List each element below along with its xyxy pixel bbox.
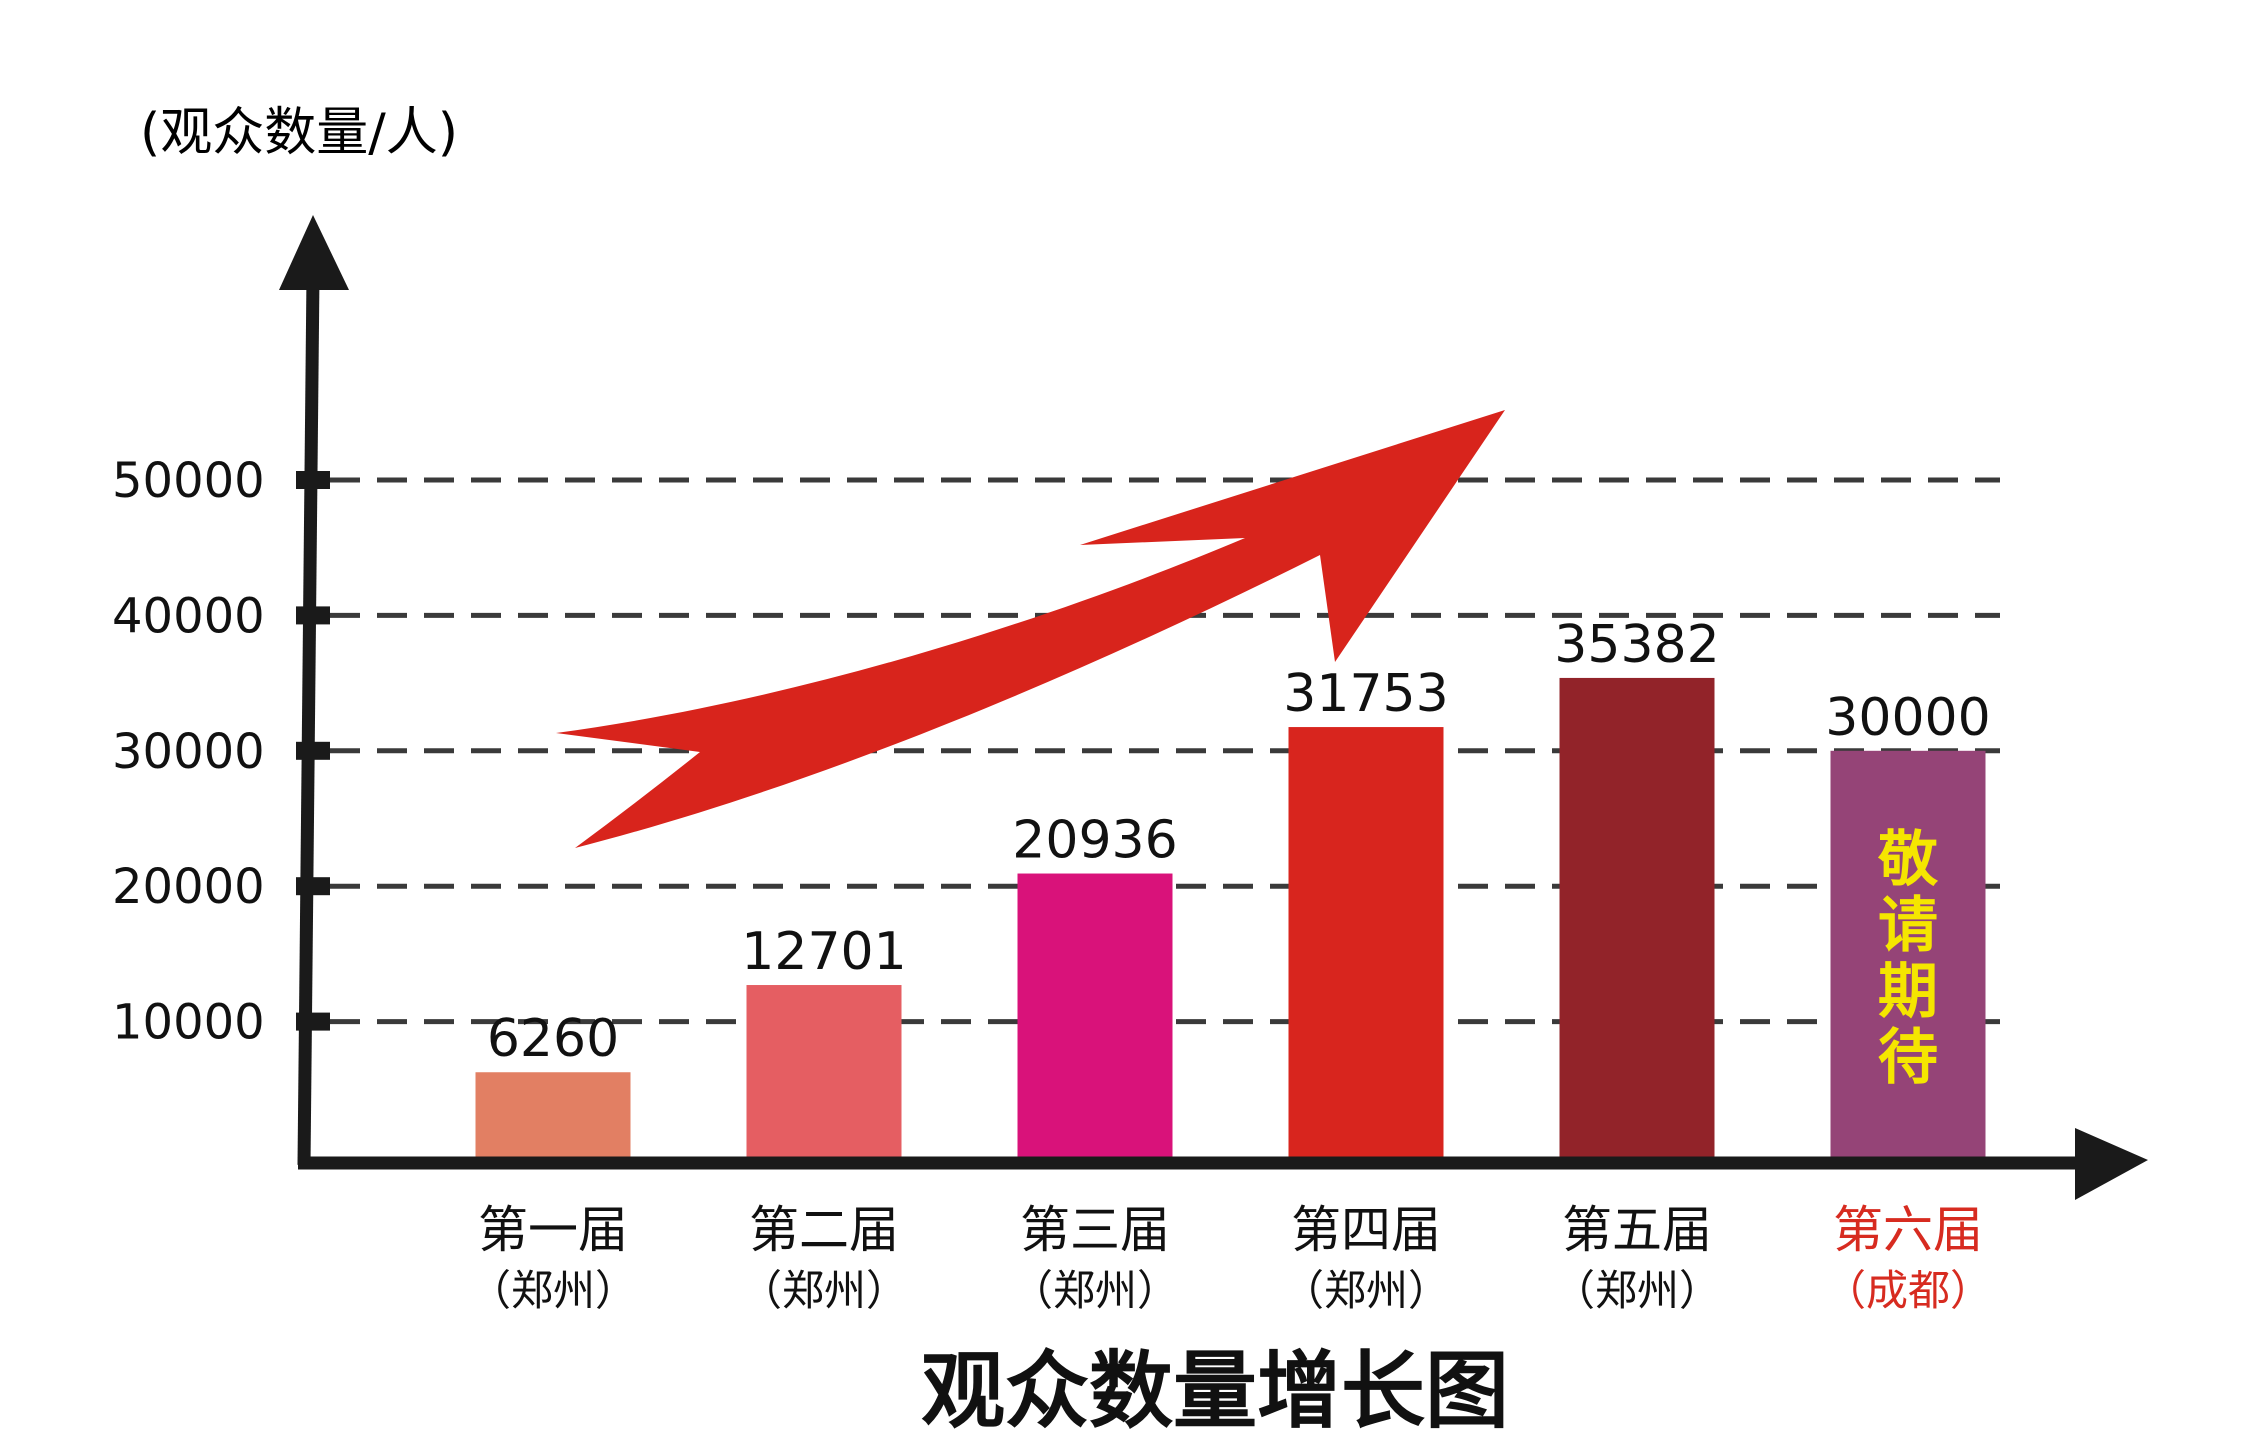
category-sublabel: （郑州） — [469, 1266, 637, 1315]
category-sublabel: （郑州） — [1553, 1266, 1721, 1315]
bar — [1017, 873, 1173, 1157]
value-label: 35382 — [1554, 615, 1719, 675]
annotation-char: 请 — [1878, 891, 1938, 961]
x-axis-arrow-icon — [2075, 1128, 2148, 1200]
y-axis — [297, 274, 320, 1166]
category-label: 第二届 — [749, 1201, 899, 1259]
y-tick-label: 40000 — [112, 588, 265, 644]
bar — [475, 1072, 631, 1157]
annotation-char: 待 — [1878, 1023, 1938, 1093]
category-label: 第四届 — [1291, 1201, 1441, 1259]
value-label: 12701 — [741, 922, 906, 982]
y-tick-label: 30000 — [112, 724, 265, 780]
bar — [1288, 727, 1444, 1157]
category-sublabel: （郑州） — [1011, 1266, 1179, 1315]
annotation-char: 敬 — [1877, 825, 1939, 895]
value-label: 30000 — [1825, 688, 1990, 748]
y-tick-label: 10000 — [112, 995, 265, 1051]
trend-arrow-icon — [556, 410, 1505, 848]
category-sublabel: （郑州） — [1282, 1266, 1450, 1315]
category-label: 第三届 — [1020, 1201, 1170, 1259]
y-tick-label: 20000 — [112, 859, 265, 915]
bar — [1830, 750, 1986, 1157]
y-axis-arrow-icon — [279, 215, 349, 290]
y-axis-label: (观众数量/人) — [140, 103, 458, 163]
category-label: 第六届 — [1833, 1201, 1983, 1259]
chart-title: 观众数量增长图 — [921, 1342, 1509, 1440]
annotation-char: 期 — [1878, 957, 1938, 1027]
bar — [746, 985, 902, 1157]
value-label: 20936 — [1012, 811, 1177, 871]
category-sublabel: （成都） — [1824, 1266, 1992, 1315]
y-tick-label: 50000 — [112, 453, 265, 509]
category-label: 第一届 — [478, 1201, 628, 1259]
y-ticks: 10000 20000 30000 40000 50000 — [112, 453, 330, 1051]
value-labels: 6260 12701 20936 31753 35382 30000 — [487, 615, 1991, 1069]
value-label: 31753 — [1283, 664, 1448, 724]
category-label: 第五届 — [1562, 1201, 1712, 1259]
gridlines — [330, 477, 2000, 1025]
bar — [1559, 677, 1715, 1157]
category-sublabel: （郑州） — [740, 1266, 908, 1315]
bars — [475, 677, 1986, 1157]
category-labels: 第一届 （郑州） 第二届 （郑州） 第三届 （郑州） 第四届 （郑州） 第五届 （郑州） 第六届 （成… — [469, 1201, 1992, 1315]
value-label: 6260 — [487, 1009, 619, 1069]
